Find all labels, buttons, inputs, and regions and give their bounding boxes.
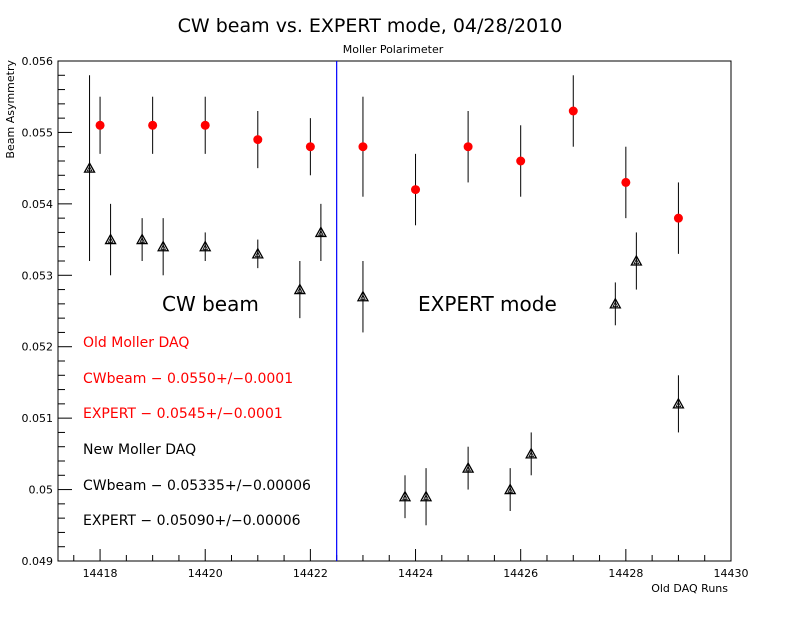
data-point-circle	[516, 156, 526, 166]
data-point-triangle	[136, 233, 149, 245]
x-tick-label: 14418	[83, 567, 118, 580]
chart-subtitle: Moller Polarimeter	[343, 43, 444, 56]
y-tick-label: 0.053	[22, 269, 54, 282]
data-point-triangle-inner	[202, 244, 209, 250]
annotation-new-expert: EXPERT − 0.05090+/−0.00006	[83, 513, 301, 529]
y-tick-label: 0.049	[22, 555, 54, 568]
data-point-circle	[95, 120, 105, 130]
data-point-circle	[673, 213, 683, 223]
data-point-triangle	[251, 247, 264, 259]
data-point-triangle	[462, 461, 475, 473]
data-point-triangle-inner	[160, 244, 167, 250]
series-triangle	[83, 75, 685, 526]
annotation-old-cwbeam: CWbeam − 0.0550+/−0.0001	[83, 371, 293, 387]
data-point-triangle	[398, 490, 412, 502]
marks	[83, 75, 685, 526]
annotation-new-daq: New Moller DAQ	[83, 442, 196, 458]
data-point-circle	[148, 120, 158, 130]
data-point-triangle-inner	[360, 294, 366, 300]
data-point-triangle-inner	[633, 258, 640, 265]
data-point-triangle	[83, 161, 96, 173]
data-point-circle	[253, 135, 263, 145]
data-point-circle	[200, 120, 210, 130]
data-point-triangle-inner	[139, 236, 146, 243]
data-point-circle	[463, 142, 473, 152]
plot-frame	[57, 60, 732, 562]
y-tick-label: 0.055	[22, 126, 54, 139]
region-label-cw-beam: CW beam	[162, 292, 259, 316]
x-tick-label: 14420	[188, 567, 223, 580]
x-tick-label: 14422	[293, 567, 328, 580]
x-tick-label: 14430	[714, 567, 749, 580]
data-point-triangle	[672, 397, 685, 409]
data-point-triangle	[356, 290, 370, 302]
data-point-triangle-inner	[675, 401, 682, 408]
data-point-triangle-inner	[296, 286, 303, 293]
y-tick-label: 0.056	[22, 55, 54, 68]
annotation-old-daq: Old Moller DAQ	[83, 335, 189, 351]
y-tick-label: 0.051	[22, 412, 54, 425]
chart-title: CW beam vs. EXPERT mode, 04/28/2010	[178, 15, 563, 37]
series-circle	[95, 75, 683, 254]
data-point-triangle	[525, 447, 538, 459]
y-tick-label: 0.05	[29, 484, 54, 497]
region-label-expert-mode: EXPERT mode	[418, 292, 557, 316]
data-point-triangle-inner	[107, 236, 114, 243]
data-point-triangle-inner	[612, 301, 619, 308]
x-axis-label: Old DAQ Runs	[651, 582, 728, 595]
data-point-triangle-inner	[423, 494, 429, 500]
data-point-circle	[305, 142, 315, 152]
x-tick-label: 14428	[608, 567, 643, 580]
data-point-circle	[621, 177, 631, 187]
data-point-triangle-inner	[507, 486, 514, 493]
data-point-circle	[568, 106, 578, 116]
data-point-triangle	[104, 233, 117, 245]
x-tick-label: 14426	[503, 567, 538, 580]
data-point-triangle-inner	[254, 251, 261, 258]
data-point-triangle-inner	[402, 494, 408, 500]
x-tick-label: 14424	[398, 567, 433, 580]
data-point-triangle	[199, 240, 212, 252]
data-point-triangle	[314, 226, 327, 238]
data-point-triangle-inner	[317, 229, 324, 236]
data-point-triangle-inner	[86, 165, 93, 172]
data-point-triangle	[630, 254, 643, 266]
data-point-triangle	[609, 297, 622, 309]
annotation-old-expert: EXPERT − 0.0545+/−0.0001	[83, 406, 283, 422]
data-point-triangle	[504, 483, 517, 495]
data-point-triangle	[293, 283, 306, 295]
y-tick-label: 0.054	[22, 198, 54, 211]
axes: 14418 14420 14422 14424 14426 14428 14430 0.049…	[22, 55, 749, 580]
data-point-triangle	[157, 240, 170, 252]
data-point-circle	[358, 142, 368, 152]
data-point-triangle-inner	[465, 465, 472, 472]
data-point-triangle	[419, 490, 433, 502]
data-point-triangle-inner	[528, 451, 535, 458]
y-axis-label: Beam Asymmetry	[4, 60, 17, 159]
data-point-circle	[411, 185, 421, 195]
annotation-new-cwbeam: CWbeam − 0.05335+/−0.00006	[83, 478, 311, 494]
y-tick-label: 0.052	[22, 341, 54, 354]
